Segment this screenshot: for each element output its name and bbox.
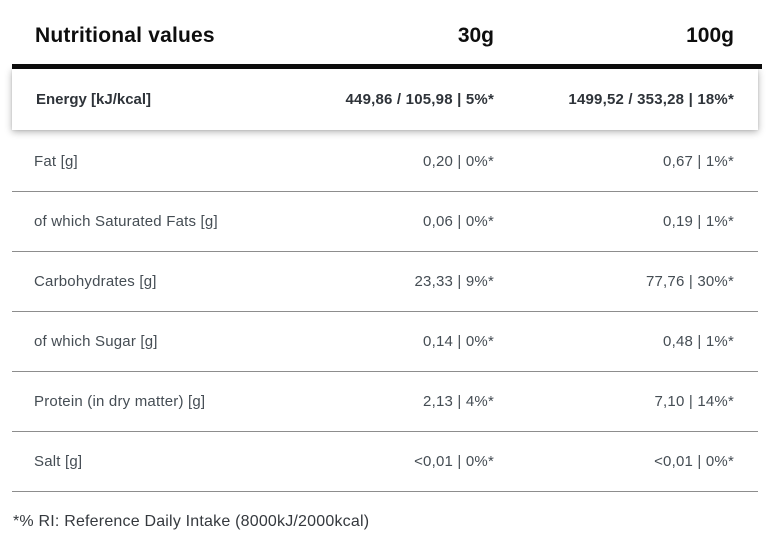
header-divider-bar bbox=[12, 64, 762, 69]
value-100g: 0,48 | 1%* bbox=[663, 333, 734, 350]
value-30g: 0,20 | 0%* bbox=[423, 153, 494, 170]
table-row-saturated-fats: of which Saturated Fats [g] 0,06 | 0%* 0… bbox=[12, 192, 758, 252]
value-30g: 0,06 | 0%* bbox=[423, 213, 494, 230]
nutrient-label: of which Sugar [g] bbox=[34, 333, 158, 350]
value-100g: 0,67 | 1%* bbox=[663, 153, 734, 170]
nutrient-label-energy: Energy [kJ/kcal] bbox=[36, 91, 152, 108]
value-100g: 0,19 | 1%* bbox=[663, 213, 734, 230]
energy-value-30g: 449,86 / 105,98 | 5%* bbox=[345, 91, 494, 108]
value-100g: 77,76 | 30%* bbox=[645, 273, 734, 290]
value-100g: 7,10 | 14%* bbox=[654, 393, 734, 410]
table-row-fat: Fat [g] 0,20 | 0%* 0,67 | 1%* bbox=[12, 132, 758, 192]
nutrient-label: Salt [g] bbox=[34, 453, 83, 470]
column-header-30g: 30g bbox=[457, 24, 494, 47]
energy-value-100g: 1499,52 / 353,28 | 18%* bbox=[568, 91, 734, 108]
value-30g: 0,14 | 0%* bbox=[423, 333, 494, 350]
energy-row-highlight-card: Energy [kJ/kcal] 449,86 / 105,98 | 5%* 1… bbox=[12, 69, 758, 130]
nutrient-label: Protein (in dry matter) [g] bbox=[34, 393, 206, 410]
value-30g: 23,33 | 9%* bbox=[414, 273, 494, 290]
nutrient-label: of which Saturated Fats [g] bbox=[34, 213, 218, 230]
table-row-protein: Protein (in dry matter) [g] 2,13 | 4%* 7… bbox=[12, 372, 758, 432]
nutrient-label: Fat [g] bbox=[34, 153, 78, 170]
table-title: Nutritional values bbox=[35, 24, 215, 47]
value-100g: <0,01 | 0%* bbox=[654, 453, 734, 470]
value-30g: 2,13 | 4%* bbox=[423, 393, 494, 410]
reference-intake-footnote: *% RI: Reference Daily Intake (8000kJ/20… bbox=[13, 513, 370, 530]
column-header-100g: 100g bbox=[686, 24, 734, 47]
table-row-sugar: of which Sugar [g] 0,14 | 0%* 0,48 | 1%* bbox=[12, 312, 758, 372]
nutrient-rows: Fat [g] 0,20 | 0%* 0,67 | 1%* of which S… bbox=[12, 132, 758, 492]
table-header-row: Nutritional values 30g 100g bbox=[12, 0, 758, 56]
table-row-carbohydrates: Carbohydrates [g] 23,33 | 9%* 77,76 | 30… bbox=[12, 252, 758, 312]
table-row-salt: Salt [g] <0,01 | 0%* <0,01 | 0%* bbox=[12, 432, 758, 492]
value-30g: <0,01 | 0%* bbox=[414, 453, 494, 470]
nutrient-label: Carbohydrates [g] bbox=[34, 273, 157, 290]
